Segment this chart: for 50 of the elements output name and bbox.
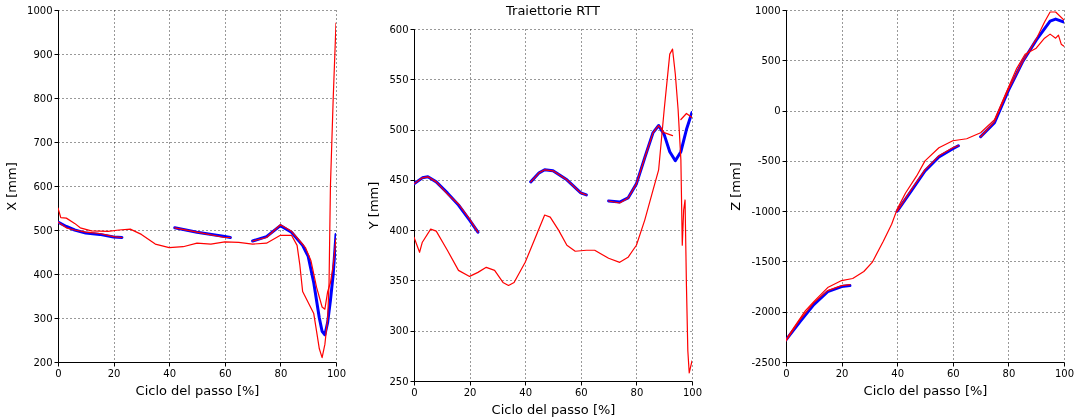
y-tick-label: 1000 (755, 4, 781, 16)
y-tick-label: 300 (33, 312, 53, 324)
x-axis-title: Ciclo del passo [%] (491, 401, 616, 417)
y-tick-label: 550 (389, 73, 409, 85)
y-tick-label: -500 (757, 155, 781, 167)
y-tick-label: 500 (761, 54, 781, 66)
x-tick-label: 40 (891, 367, 905, 379)
y-tick-label: 400 (389, 224, 409, 236)
x-tick-label: 20 (107, 367, 121, 379)
x-axis-title: Ciclo del passo [%] (863, 382, 988, 398)
y-tick-label: 700 (33, 136, 53, 148)
chart-title: Traiettorie RTT (505, 3, 601, 18)
y-tick-label: 1000 (27, 4, 53, 16)
y-tick-label: 350 (389, 274, 409, 286)
y-tick-label: 600 (33, 180, 53, 192)
x-tick-label: 0 (783, 367, 790, 379)
x-tick-label: 80 (1002, 367, 1016, 379)
x-tick-label: 60 (946, 367, 960, 379)
x-axis-title: Ciclo del passo [%] (135, 382, 260, 398)
y-tick-label: -2000 (751, 306, 781, 318)
x-tick-label: 100 (326, 367, 347, 379)
y-axis-title: Y [mm] (366, 181, 382, 231)
x-tick-label: 80 (630, 386, 644, 398)
y-tick-label: 900 (33, 48, 53, 60)
y-tick-label: 800 (33, 92, 53, 104)
x-tick-label: 60 (218, 367, 232, 379)
y-tick-label: -1000 (751, 205, 781, 217)
x-tick-label: 20 (835, 367, 849, 379)
y-tick-label: 450 (389, 174, 409, 186)
y-tick-label: 200 (33, 356, 53, 368)
y-axis-title: Z [mm] (728, 162, 744, 211)
x-tick-label: 100 (1054, 367, 1075, 379)
x-tick-label: 20 (463, 386, 477, 398)
x-tick-label: 0 (55, 367, 62, 379)
y-tick-label: 300 (389, 325, 409, 337)
y-tick-label: 250 (389, 375, 409, 387)
y-tick-label: 500 (389, 124, 409, 136)
x-tick-label: 40 (163, 367, 177, 379)
y-tick-label: -1500 (751, 255, 781, 267)
x-tick-label: 0 (411, 386, 418, 398)
x-tick-label: 80 (274, 367, 288, 379)
x-tick-label: 40 (519, 386, 533, 398)
y-tick-label: 400 (33, 268, 53, 280)
y-tick-label: 600 (389, 23, 409, 35)
y-tick-label: -2500 (751, 356, 781, 368)
x-tick-label: 60 (574, 386, 588, 398)
x-tick-label: 100 (682, 386, 703, 398)
y-tick-label: 500 (33, 224, 53, 236)
y-tick-label: 0 (774, 105, 781, 117)
y-axis-title: X [mm] (4, 162, 20, 211)
